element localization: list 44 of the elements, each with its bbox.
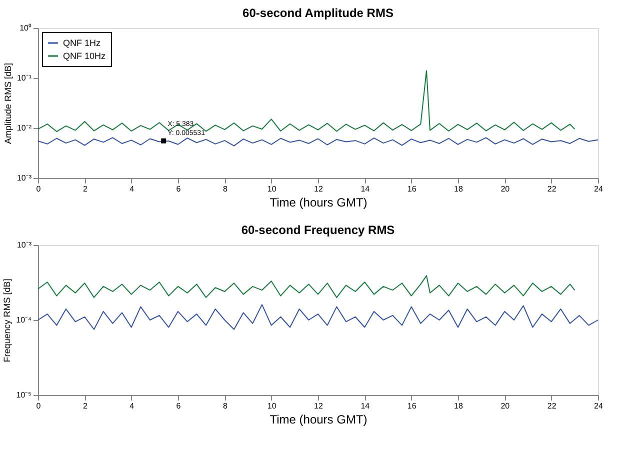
x-tick-label: 0: [36, 184, 42, 194]
x-tick-label: 24: [594, 402, 604, 410]
x-tick-label: 14: [360, 402, 370, 410]
x-tick-label: 10: [267, 402, 277, 410]
x-tick-label: 8: [222, 402, 228, 410]
x-tick-label: 18: [454, 184, 464, 194]
y-tick-label: 10⁰: [20, 24, 32, 32]
x-axis-title: Time (hours GMT): [270, 196, 368, 210]
x-tick-label: 24: [594, 184, 604, 194]
legend-label: QNF 1Hz: [63, 38, 102, 48]
x-tick-label: 22: [547, 184, 557, 194]
line-series: [38, 275, 576, 298]
y-tick-label: 10⁻¹: [16, 74, 32, 82]
y-tick-label: 10⁻⁴: [16, 316, 32, 324]
x-tick-label: 10: [267, 184, 277, 194]
x-tick-label: 14: [360, 184, 370, 194]
y-tick-label: 10⁻³: [16, 240, 32, 250]
legend-label: QNF 10Hz: [63, 51, 106, 61]
y-tick-label: 10⁻²: [16, 124, 32, 132]
x-tick-label: 16: [407, 402, 417, 410]
x-tick-label: 20: [500, 184, 510, 194]
x-tick-label: 12: [314, 184, 324, 194]
x-tick-label: 6: [176, 402, 182, 410]
x-tick-label: 4: [130, 402, 135, 410]
x-tick-label: 20: [500, 402, 510, 410]
x-axis-title: Time (hours GMT): [270, 412, 368, 426]
x-tick-label: 6: [176, 184, 182, 194]
x-tick-label: 2: [82, 184, 88, 194]
x-tick-label: 16: [407, 184, 417, 194]
y-axis-title: Frequency RMS [dB]: [2, 278, 12, 362]
x-tick-label: 8: [222, 184, 228, 194]
x-tick-label: 0: [36, 402, 42, 410]
chart-title: 60-second Frequency RMS: [241, 223, 395, 237]
x-tick-label: 12: [314, 402, 324, 410]
y-tick-label: 10⁻⁵: [16, 390, 32, 400]
line-series: [38, 304, 598, 330]
x-tick-label: 18: [454, 402, 464, 410]
line-series: [38, 137, 598, 146]
x-tick-label: 22: [547, 402, 557, 410]
y-tick-label: 10⁻³: [16, 174, 32, 182]
y-axis-title: Amplitude RMS [dB]: [2, 62, 13, 144]
x-tick-label: 4: [130, 184, 135, 194]
x-tick-label: 2: [82, 402, 88, 410]
chart-title: 60-second Amplitude RMS: [242, 6, 394, 20]
